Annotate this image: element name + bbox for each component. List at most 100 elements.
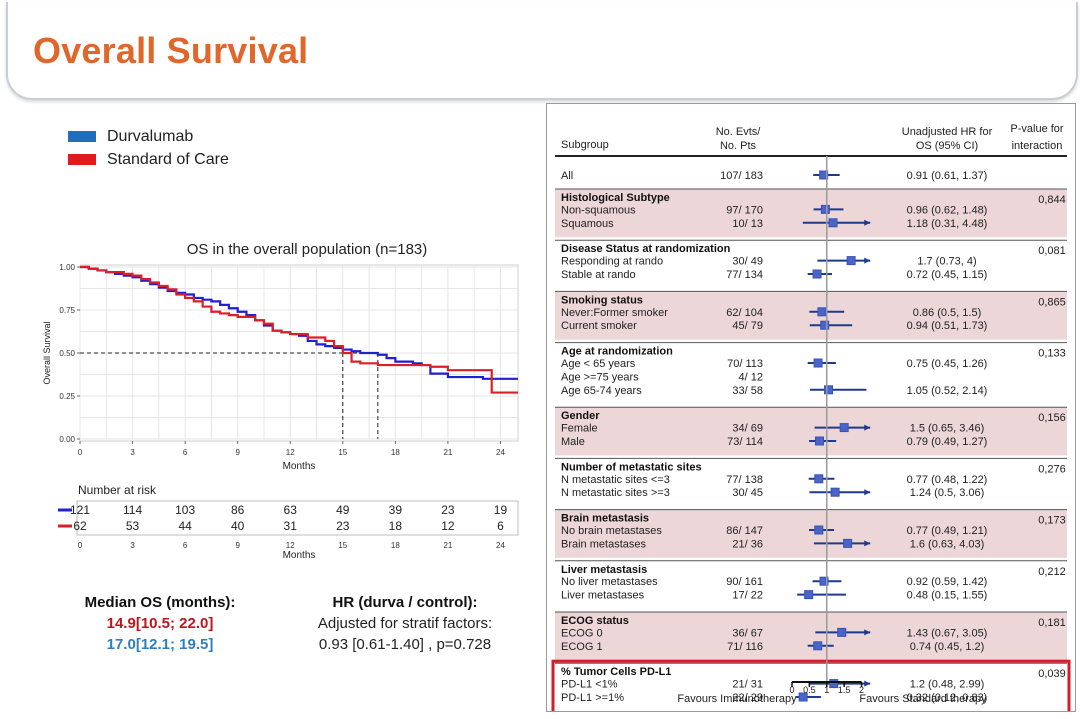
km-y-tick-label: 0.00 [59, 435, 75, 444]
forest-row-hr: 0.32 (0.12, 0.83) [907, 692, 988, 704]
forest-row-label: No brain metastases [561, 525, 662, 537]
forest-point [846, 256, 856, 266]
risk-x-tick-label: 24 [496, 541, 505, 550]
risk-count: 63 [284, 503, 298, 517]
risk-count: 86 [231, 503, 245, 517]
legend-swatch-durvalumab [68, 131, 96, 142]
forest-row-hr: 0.94 (0.51, 1.73) [907, 320, 988, 332]
forest-row-label: Squamous [561, 218, 614, 230]
forest-point [819, 576, 829, 586]
forest-group-band [555, 189, 1067, 238]
forest-point [812, 269, 822, 279]
forest-point [819, 170, 829, 180]
forest-point [820, 204, 830, 214]
forest-row-n: 36/ 67 [732, 627, 763, 639]
km-y-tick-label: 0.50 [59, 349, 75, 358]
forest-row-n: 10/ 13 [732, 218, 763, 230]
legend-label-standard-of-care: Standard of Care [107, 150, 229, 168]
risk-count: 6 [497, 519, 504, 533]
forest-row-label: Age 65-74 years [561, 385, 642, 397]
forest-row-hr: 1.24 (0.5, 3.06) [910, 487, 985, 499]
forest-x-tick-label: 0.5 [803, 685, 816, 695]
forest-row-hr: 1.43 (0.67, 3.05) [907, 627, 988, 639]
km-x-tick-label: 3 [130, 448, 135, 457]
forest-row-n: 62/ 104 [726, 307, 763, 319]
forest-ci-arrow [864, 257, 871, 264]
km-panel: OS in the overall population (n=183) 0.00… [40, 232, 540, 577]
risk-count: 62 [73, 519, 87, 533]
forest-point [837, 627, 847, 637]
risk-count: 18 [389, 519, 403, 533]
forest-row-hr: 0.72 (0.45, 1.15) [907, 269, 988, 281]
forest-point [830, 487, 840, 497]
forest-group-p-value: 0,276 [1038, 463, 1066, 475]
forest-row-hr: 1.2 (0.48, 2.99) [910, 679, 985, 691]
forest-group-p-value: 0,865 [1038, 296, 1066, 308]
risk-x-tick-label: 21 [443, 541, 452, 550]
forest-row-label: Age >=75 years [561, 371, 639, 383]
forest-row-label: Responding at rando [561, 256, 663, 268]
risk-count: 103 [175, 503, 195, 517]
forest-point [839, 423, 849, 433]
forest-row-hr: 0.92 (0.59, 1.42) [907, 576, 988, 588]
risk-count: 49 [336, 503, 350, 517]
km-y-tick-label: 0.25 [59, 392, 75, 401]
km-x-tick-label: 24 [496, 448, 505, 457]
km-y-axis-label: Overall Survival [42, 321, 52, 384]
risk-count: 121 [70, 503, 90, 517]
forest-row-hr: 1.05 (0.52, 2.14) [907, 385, 988, 397]
km-chart: OS in the overall population (n=183) 0.00… [42, 241, 519, 561]
forest-row-n: 4/ 12 [739, 371, 763, 383]
forest-row-label: Current smoker [561, 320, 637, 332]
forest-point [813, 358, 823, 368]
title-banner [6, 2, 1078, 100]
forest-header-p-2: interaction [1012, 140, 1063, 152]
forest-group-title: Number of metastatic sites [561, 461, 702, 473]
forest-row-hr: 0.48 (0.15, 1.55) [907, 590, 988, 602]
km-x-axis-label: Months [283, 461, 316, 472]
forest-row-n: 34/ 69 [732, 423, 763, 435]
forest-row-n: 77/ 134 [726, 269, 763, 281]
hr-block: HR (durva / control): Adjusted for strat… [290, 592, 520, 655]
forest-row-label: ECOG 0 [561, 627, 603, 639]
forest-row-n: 77/ 138 [726, 474, 763, 486]
km-x-tick-label: 6 [183, 448, 188, 457]
forest-row-hr: 0.77 (0.49, 1.21) [907, 525, 988, 537]
forest-group-p-value: 0,081 [1038, 245, 1066, 257]
forest-point [814, 436, 824, 446]
forest-row-hr: 0.74 (0.45, 1.2) [910, 641, 985, 653]
forest-row-n: 30/ 49 [732, 256, 763, 268]
forest-point [843, 538, 853, 548]
forest-ci-arrow [864, 424, 871, 431]
forest-point [824, 385, 834, 395]
km-title: OS in the overall population (n=183) [187, 241, 428, 258]
risk-x-tick-label: 3 [130, 541, 135, 550]
forest-group-p-value: 0,039 [1038, 668, 1066, 680]
forest-row-n: 30/ 45 [732, 487, 763, 499]
forest-row-hr: 1.18 (0.31, 4.48) [907, 218, 988, 230]
km-curve-standard-of-care [80, 265, 518, 394]
forest-point [820, 320, 830, 330]
forest-x-tick-label: 1 [824, 685, 829, 695]
forest-group-title: Histological Subtype [561, 192, 670, 204]
risk-x-tick-label: 6 [183, 541, 188, 550]
forest-row-label: PD-L1 <1% [561, 679, 618, 691]
risk-x-tick-label: 0 [78, 541, 83, 550]
forest-row-label: Never:Former smoker [561, 307, 668, 319]
median-os-block: Median OS (months): 14.9[10.5; 22.0] 17.… [60, 592, 260, 655]
forest-group-p-value: 0,156 [1038, 412, 1066, 424]
risk-count: 23 [336, 519, 350, 533]
forest-group-band [555, 291, 1067, 340]
risk-count: 44 [178, 519, 192, 533]
forest-row-label: All [561, 170, 573, 182]
forest-row-label: Female [561, 423, 598, 435]
forest-ci-arrow [864, 489, 871, 496]
forest-point [829, 679, 839, 689]
forest-header-evts-2: No. Pts [720, 140, 757, 152]
forest-plot: Subgroup No. Evts/No. Pts Unadjusted HR fo… [551, 123, 1071, 719]
forest-row-hr: 0.77 (0.48, 1.22) [907, 474, 988, 486]
legend-item-standard-of-care: Standard of Care [68, 148, 229, 171]
risk-count: 23 [441, 503, 455, 517]
forest-group-title: Liver metastasis [561, 564, 647, 576]
forest-group-title: % Tumor Cells PD-L1 [561, 666, 671, 678]
